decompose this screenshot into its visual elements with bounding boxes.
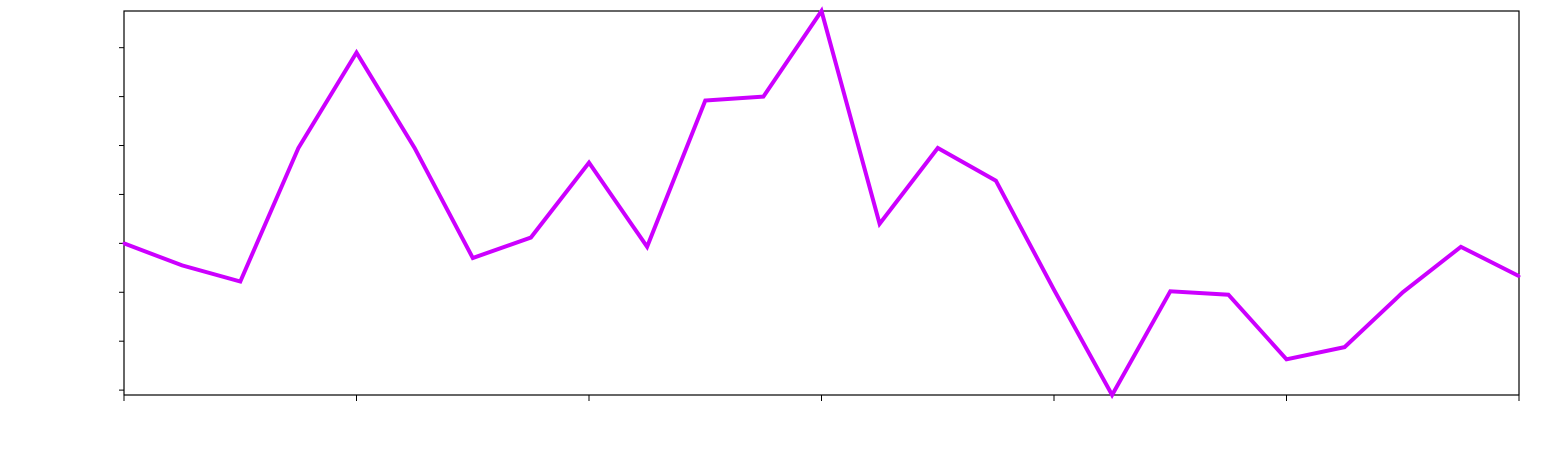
- data-point-8: [587, 161, 591, 165]
- data-point-15: [994, 179, 998, 183]
- data-point-6: [471, 256, 475, 260]
- x-axis-ticks: [123, 395, 1520, 401]
- data-point-1: [180, 263, 184, 267]
- data-point-9: [645, 245, 649, 249]
- data-point-23: [1459, 245, 1463, 249]
- data-point-21: [1343, 345, 1347, 349]
- data-point-2: [238, 280, 242, 284]
- y-axis-ticks: [119, 47, 124, 391]
- series-layer: [122, 6, 1521, 400]
- data-point-16: [1052, 288, 1056, 292]
- data-point-3: [296, 146, 300, 150]
- data-point-22: [1401, 290, 1405, 294]
- data-point-7: [529, 235, 533, 239]
- data-point-24: [1517, 274, 1521, 278]
- data-point-20: [1285, 357, 1288, 361]
- data-point-12: [820, 9, 823, 13]
- data-point-19: [1226, 293, 1230, 297]
- data-point-5: [413, 146, 417, 150]
- plot-frame: [123, 10, 1520, 396]
- data-point-4: [355, 51, 358, 55]
- data-point-11: [761, 95, 765, 99]
- data-point-0: [122, 241, 126, 245]
- data-point-13: [878, 222, 882, 226]
- data-point-14: [936, 146, 940, 150]
- data-point-18: [1168, 289, 1172, 293]
- data-point-17: [1110, 393, 1114, 397]
- series-line-0: [123, 6, 1520, 400]
- data-point-10: [703, 99, 707, 103]
